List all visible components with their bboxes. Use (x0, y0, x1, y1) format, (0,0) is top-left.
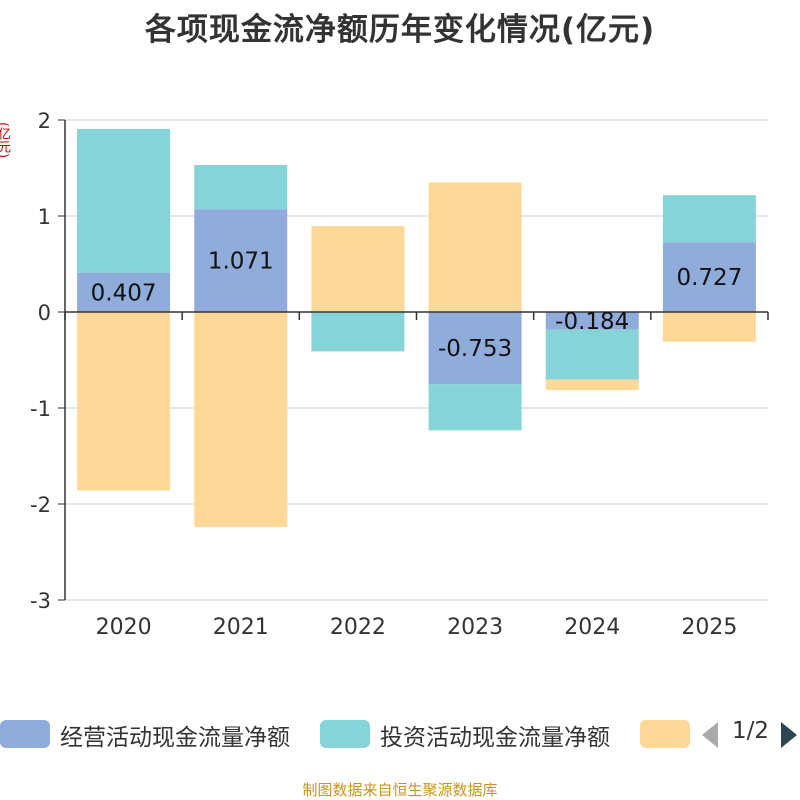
bar-2025-series-1 (662, 195, 756, 243)
bar-2022-series-1 (311, 312, 405, 352)
bar-2025-series-0 (662, 242, 756, 312)
y-tick-label: 0 (38, 301, 51, 325)
legend-label-investing: 投资活动现金流量净额 (380, 725, 610, 751)
data-label: 1.071 (208, 249, 274, 275)
bar-2023-series-1 (428, 384, 522, 431)
data-label: 0.727 (676, 265, 742, 291)
bar-2022-series-2 (311, 226, 405, 312)
data-label: -0.184 (555, 309, 629, 335)
data-label: -0.753 (438, 336, 512, 362)
y-tick-label: -2 (30, 493, 51, 517)
next-page-icon[interactable] (781, 722, 797, 748)
legend-label-operating: 经营活动现金流量净额 (60, 725, 290, 751)
x-tick-label: 2025 (681, 615, 737, 640)
x-tick-label: 2024 (564, 615, 620, 640)
data-label: 0.407 (91, 280, 157, 306)
bar-2025-series-2 (662, 312, 756, 342)
y-tick-label: -3 (30, 589, 51, 613)
y-tick-label: -1 (30, 397, 51, 421)
legend-swatch-investing (320, 720, 370, 748)
legend-item-investing[interactable]: 投资活动现金流量净额 (320, 716, 620, 752)
legend-pager: 1/2 (700, 716, 800, 752)
bar-2020-series-2 (77, 312, 171, 491)
x-tick-label: 2021 (213, 615, 269, 640)
bar-2021-series-2 (194, 312, 288, 528)
y-tick-label: 2 (38, 109, 51, 133)
legend-swatch-operating (0, 720, 50, 748)
bar-2023-series-2 (428, 182, 522, 312)
legend-page-number: 1/2 (732, 718, 770, 744)
bar-2020-series-1 (77, 128, 171, 273)
stacked-bar-chart: 2 1 0 -1 -2 -3 2020 2021 2022 2023 2024 2025 0.407 1.… (30, 109, 769, 640)
legend-swatch-financing (640, 720, 690, 748)
prev-page-icon[interactable] (702, 722, 718, 748)
bar-2024-series-0 (545, 312, 639, 330)
legend: 经营活动现金流量净额 投资活动现金流量净额 (0, 716, 800, 752)
x-tick-label: 2020 (96, 615, 152, 640)
x-tick-label: 2022 (330, 615, 386, 640)
data-source-note: 制图数据来自恒生聚源数据库 (302, 781, 498, 799)
bar-2021-series-0 (194, 209, 288, 312)
x-tick-label: 2023 (447, 615, 503, 640)
bar-2024-series-1 (545, 329, 639, 380)
bar-2023-series-0 (428, 312, 522, 385)
bar-2020-series-0 (77, 272, 171, 312)
chart-title: 各项现金流净额历年变化情况(亿元) (144, 12, 656, 48)
legend-item-financing[interactable] (640, 716, 690, 752)
bar-2024-series-2 (545, 379, 639, 391)
y-axis-unit: (亿元) (0, 122, 10, 159)
legend-item-operating[interactable]: 经营活动现金流量净额 (0, 716, 300, 752)
y-tick-label: 1 (38, 205, 51, 229)
bar-2021-series-1 (194, 165, 288, 210)
